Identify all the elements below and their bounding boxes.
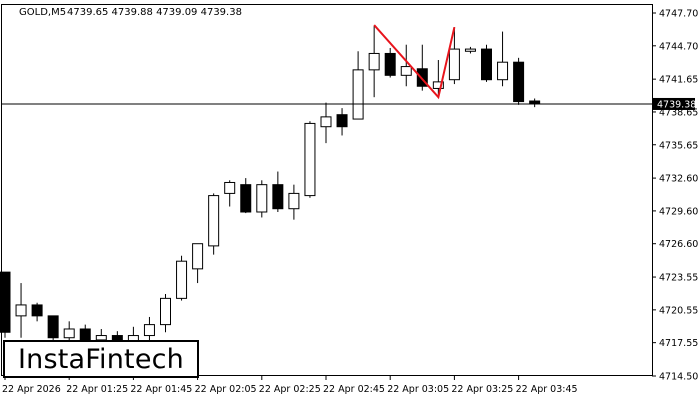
candle-body bbox=[448, 48, 460, 81]
candle-body bbox=[304, 122, 316, 197]
price-tick-label: 4723.55 bbox=[659, 273, 698, 284]
price-tick-label: 4732.60 bbox=[659, 174, 698, 185]
candle-body bbox=[160, 297, 171, 326]
candle-body bbox=[256, 184, 268, 213]
candle-bullish bbox=[464, 46, 476, 54]
candle-bullish bbox=[400, 44, 412, 87]
candle-body bbox=[143, 324, 155, 337]
candle-body bbox=[224, 181, 236, 194]
candle-body bbox=[15, 304, 27, 317]
candle-body bbox=[31, 304, 43, 317]
time-tick-label: 22 Apr 02:45 bbox=[323, 384, 385, 395]
candle-bearish bbox=[336, 108, 348, 136]
candle-body bbox=[497, 61, 509, 81]
price-tick-label: 4729.60 bbox=[659, 206, 698, 217]
candle-body bbox=[272, 184, 284, 210]
candle-body bbox=[47, 315, 59, 339]
candle-body bbox=[336, 114, 348, 128]
time-tick-label: 22 Apr 03:05 bbox=[387, 384, 449, 395]
candle-body bbox=[192, 243, 204, 270]
double-top-pattern bbox=[373, 24, 456, 100]
price-axis: 4747.70 4744.70 4741.65 4738.65 4735.65 4732.… bbox=[652, 9, 698, 383]
candle-body bbox=[79, 328, 91, 341]
price-tick-label: 4726.60 bbox=[659, 239, 698, 250]
candle-bullish bbox=[160, 293, 171, 333]
pattern-line bbox=[373, 24, 456, 100]
candle-bullish bbox=[368, 26, 380, 98]
price-tick-label: 4714.50 bbox=[659, 372, 698, 383]
candle-body bbox=[513, 61, 525, 103]
candle-bearish bbox=[272, 171, 284, 212]
instafintech-logo: InstaFintech bbox=[3, 340, 199, 378]
price-tick-label: 4738.65 bbox=[659, 107, 698, 118]
time-tick-label: 22 Apr 03:45 bbox=[516, 384, 578, 395]
candle-bullish bbox=[256, 180, 268, 218]
candle-body bbox=[432, 81, 444, 89]
candle-body bbox=[95, 335, 107, 341]
candle-bullish bbox=[304, 121, 316, 198]
candle-body bbox=[240, 184, 252, 213]
time-tick-label: 22 Apr 03:25 bbox=[451, 384, 513, 395]
candle-bullish bbox=[224, 180, 236, 207]
candle-body bbox=[320, 116, 332, 128]
candle-bearish bbox=[481, 44, 492, 82]
price-tick-label: 4717.55 bbox=[659, 338, 698, 349]
candle-body bbox=[464, 48, 476, 52]
header-ohlc: 4739.65 4739.88 4739.09 4739.38 bbox=[67, 7, 242, 18]
candle-bearish bbox=[416, 44, 428, 91]
header-symbol: GOLD,M5 bbox=[19, 7, 66, 18]
candle-bullish bbox=[15, 283, 27, 338]
candles bbox=[0, 26, 541, 355]
candle-body bbox=[352, 69, 364, 120]
candle-body bbox=[416, 68, 428, 87]
price-tick-label: 4735.65 bbox=[659, 140, 698, 151]
candle-body bbox=[481, 48, 492, 81]
candle-bullish bbox=[192, 243, 204, 284]
chart-frame bbox=[1, 4, 653, 376]
candle-bullish bbox=[432, 60, 444, 98]
candle-bearish bbox=[31, 302, 43, 322]
time-tick-label: 22 Apr 02:05 bbox=[195, 384, 257, 395]
candle-body bbox=[384, 52, 396, 76]
time-tick-label: 22 Apr 01:25 bbox=[66, 384, 128, 395]
candle-bearish bbox=[384, 47, 396, 78]
candle-body bbox=[288, 192, 300, 210]
time-tick-label: 22 Apr 01:45 bbox=[130, 384, 192, 395]
current-price-line: 4739.38 bbox=[2, 97, 696, 110]
candle-bearish bbox=[47, 315, 59, 340]
candle-bullish bbox=[497, 31, 509, 87]
price-tick-label: 4741.65 bbox=[659, 75, 698, 86]
price-tick-label: 4744.70 bbox=[659, 41, 698, 52]
candle-body bbox=[176, 260, 188, 299]
candle-body bbox=[63, 328, 75, 339]
candle-bullish bbox=[143, 316, 155, 343]
candle-bullish bbox=[448, 27, 460, 85]
candle-body bbox=[400, 66, 412, 76]
candle-bullish bbox=[320, 102, 332, 144]
candle-bearish bbox=[513, 57, 525, 105]
current-price-badge bbox=[653, 97, 695, 110]
candle-body bbox=[0, 271, 11, 333]
candle-bearish bbox=[240, 178, 252, 214]
candle-bullish bbox=[288, 184, 300, 220]
candle-bullish bbox=[352, 51, 364, 120]
candle-body bbox=[208, 195, 220, 247]
candle-bearish bbox=[0, 271, 11, 338]
time-tick-label: 22 Apr 2026 bbox=[2, 384, 61, 395]
candle-bearish bbox=[529, 98, 541, 108]
price-tick-label: 4720.55 bbox=[659, 305, 698, 316]
candle-body bbox=[368, 52, 380, 71]
candle-bullish bbox=[208, 193, 220, 255]
price-tick-label: 4747.70 bbox=[659, 9, 698, 20]
time-tick-label: 22 Apr 02:25 bbox=[259, 384, 321, 395]
time-axis: 22 Apr 2026 22 Apr 01:25 22 Apr 01:45 22 Ap… bbox=[2, 376, 578, 395]
candle-bullish bbox=[176, 255, 188, 301]
current-price-label: 4739.38 bbox=[657, 99, 696, 110]
